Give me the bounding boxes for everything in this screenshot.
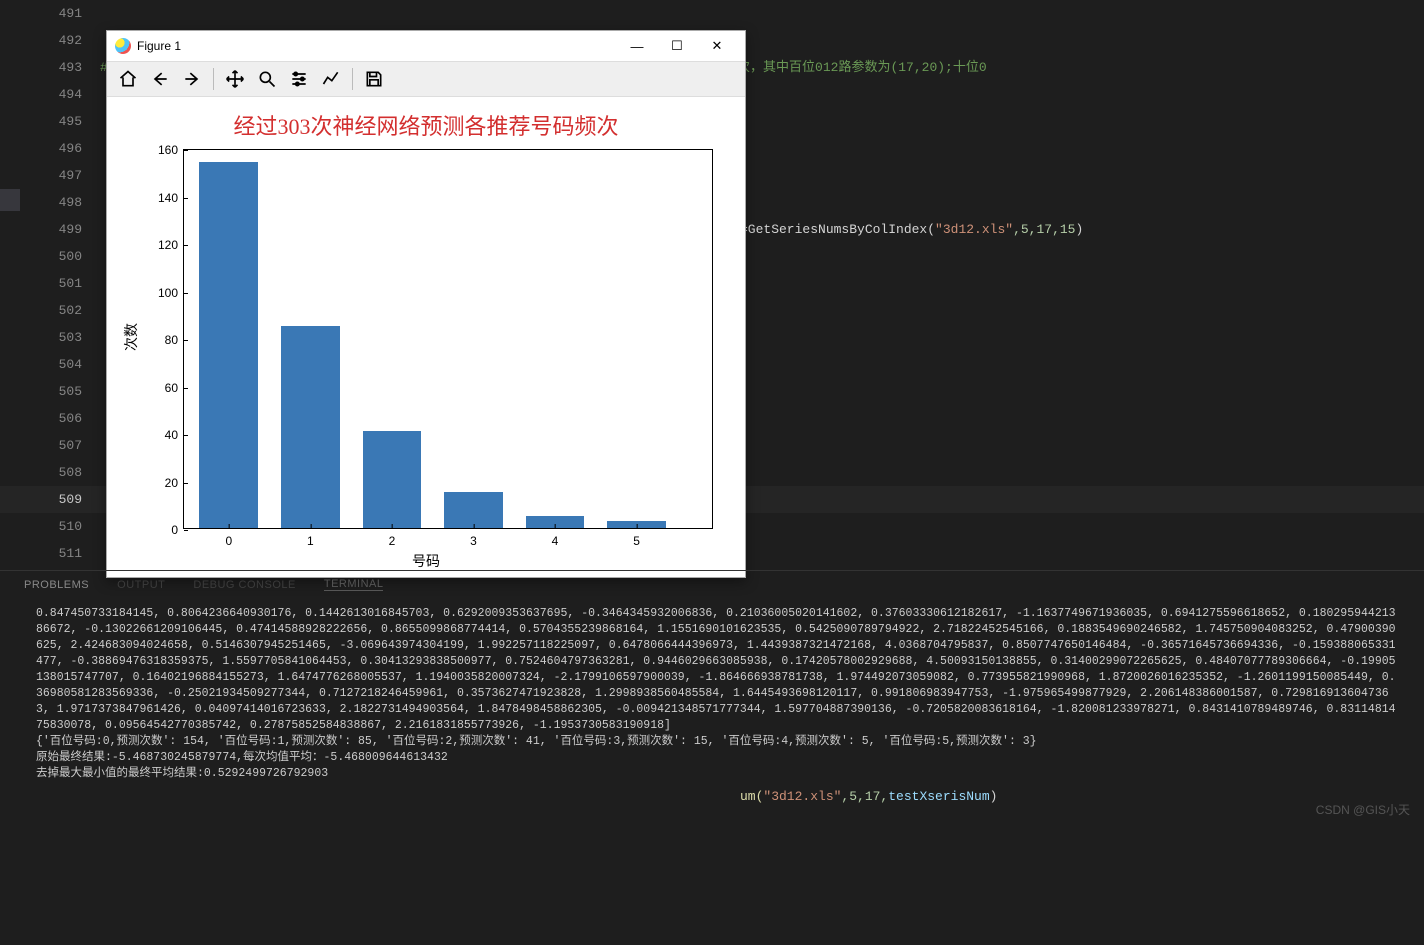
line-number: 506: [0, 405, 82, 432]
save-icon[interactable]: [359, 65, 389, 93]
figure-app-icon: [115, 38, 131, 54]
x-tick: 5: [633, 528, 640, 548]
y-tick: 60: [144, 381, 184, 395]
toolbar-separator: [213, 68, 214, 90]
line-number: 493: [0, 54, 82, 81]
terminal-result-1: 原始最终结果:-5.468730245879774,每次均值平均：-5.4680…: [36, 751, 448, 764]
tab-problems[interactable]: PROBLEMS: [24, 579, 89, 591]
bar: [199, 162, 258, 528]
x-tick: 4: [552, 528, 559, 548]
line-number: 496: [0, 135, 82, 162]
edit-axis-icon[interactable]: [316, 65, 346, 93]
tab-terminal[interactable]: TERMINAL: [324, 578, 384, 591]
y-tick: 20: [144, 476, 184, 490]
plot-area: 经过303次神经网络预测各推荐号码频次 百位 次数 02040608010012…: [107, 97, 745, 577]
chart-title: 经过303次神经网络预测各推荐号码频次: [107, 109, 745, 141]
terminal-result-2: 去掉最大最小值的最终平均结果:0.5292499726792903: [36, 767, 328, 780]
line-number: 502: [0, 297, 82, 324]
line-number: 492: [0, 27, 82, 54]
line-number: 507: [0, 432, 82, 459]
y-tick: 0: [144, 523, 184, 537]
gutter-selection-marker: [0, 189, 20, 211]
x-tick: 2: [389, 528, 396, 548]
x-tick: 3: [470, 528, 477, 548]
line-number: 499: [0, 216, 82, 243]
terminal-dict: {'百位号码:0,预测次数': 154, '百位号码:1,预测次数': 85, …: [36, 735, 1037, 748]
figure-titlebar[interactable]: Figure 1 — ☐ ✕: [107, 31, 745, 61]
home-icon[interactable]: [113, 65, 143, 93]
matplotlib-figure-window: Figure 1 — ☐ ✕ 经过303次神经网络预测各推荐号码频次 百位 次数…: [106, 30, 746, 578]
zoom-icon[interactable]: [252, 65, 282, 93]
line-number: 494: [0, 81, 82, 108]
maximize-button[interactable]: ☐: [657, 31, 697, 61]
close-button[interactable]: ✕: [697, 31, 737, 61]
x-tick: 0: [226, 528, 233, 548]
line-number: 505: [0, 378, 82, 405]
line-number: 503: [0, 324, 82, 351]
pan-icon[interactable]: [220, 65, 250, 93]
terminal-output[interactable]: 0.847450733184145, 0.8064236640930176, 0…: [0, 600, 1424, 826]
line-number: 511: [0, 540, 82, 567]
minimize-button[interactable]: —: [617, 31, 657, 61]
line-number: 504: [0, 351, 82, 378]
panel-tabs: PROBLEMS OUTPUT DEBUG CONSOLE TERMINAL: [0, 570, 1424, 598]
line-number: 510: [0, 513, 82, 540]
line-number: 497: [0, 162, 82, 189]
forward-icon[interactable]: [177, 65, 207, 93]
terminal-numbers: 0.847450733184145, 0.8064236640930176, 0…: [36, 607, 1396, 732]
y-tick: 100: [144, 286, 184, 300]
y-tick: 80: [144, 333, 184, 347]
figure-toolbar: [107, 61, 745, 97]
y-tick: 120: [144, 238, 184, 252]
line-number: 501: [0, 270, 82, 297]
line-number: 508: [0, 459, 82, 486]
back-icon[interactable]: [145, 65, 175, 93]
watermark: CSDN @GIS小天: [1316, 801, 1410, 818]
x-tick: 1: [307, 528, 314, 548]
bar: [444, 492, 503, 528]
bar: [281, 326, 340, 528]
y-tick: 40: [144, 428, 184, 442]
line-number-gutter: 4914924934944954964974984995005015025035…: [0, 0, 100, 570]
x-axis-label: 号码: [107, 551, 745, 571]
y-axis-label: 次数: [121, 323, 141, 351]
tab-output[interactable]: OUTPUT: [117, 579, 165, 591]
line-number: 495: [0, 108, 82, 135]
y-tick: 160: [144, 143, 184, 157]
y-tick: 140: [144, 191, 184, 205]
line-number: 500: [0, 243, 82, 270]
chart-axes: 020406080100120140160012345: [183, 149, 713, 529]
toolbar-separator: [352, 68, 353, 90]
tab-debug-console[interactable]: DEBUG CONSOLE: [193, 579, 295, 591]
configure-icon[interactable]: [284, 65, 314, 93]
bar: [363, 431, 422, 528]
line-number: 491: [0, 0, 82, 27]
figure-title: Figure 1: [137, 39, 617, 53]
